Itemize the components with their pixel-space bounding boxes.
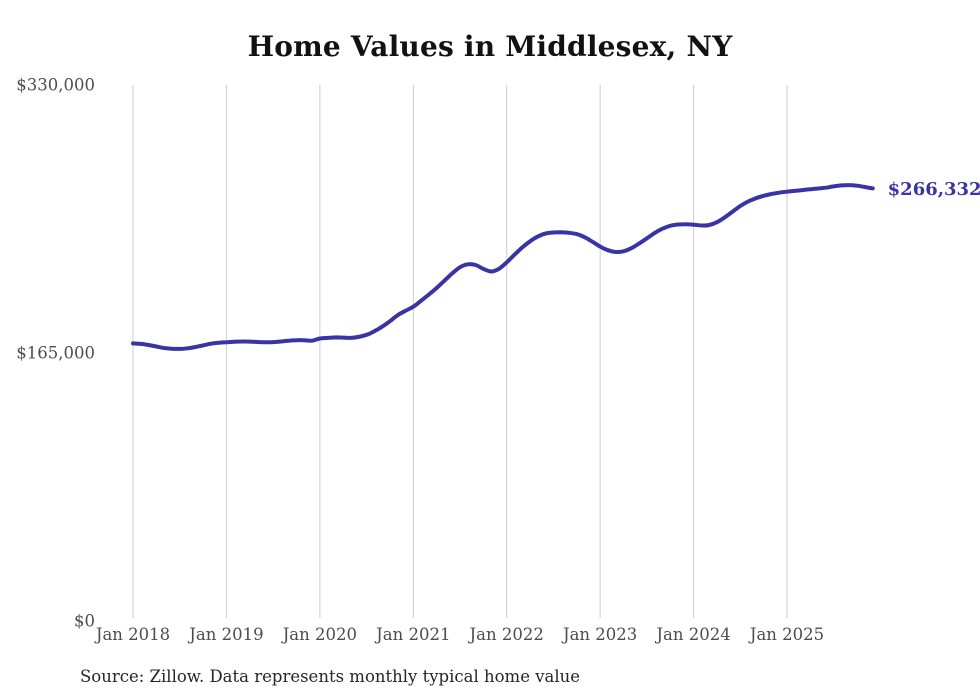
- x-axis-tick-label: Jan 2024: [654, 625, 730, 644]
- x-axis-tick-label: Jan 2018: [94, 625, 170, 644]
- source-note: Source: Zillow. Data represents monthly …: [80, 667, 581, 686]
- x-axis-tick-label: Jan 2020: [281, 625, 357, 644]
- x-axis-tick-label: Jan 2023: [561, 625, 637, 644]
- home-value-line-series: [131, 183, 875, 351]
- x-axis-tick-label: Jan 2025: [748, 625, 824, 644]
- y-axis-tick-label: $165,000: [16, 344, 95, 363]
- y-axis-tick-label: $330,000: [16, 76, 95, 95]
- x-axis-tick-label: Jan 2022: [468, 625, 544, 644]
- latest-value-label: $266,332: [888, 179, 980, 200]
- y-axis-tick-label: $0: [74, 612, 95, 631]
- x-axis-tick-label: Jan 2021: [374, 625, 450, 644]
- chart-title: Home Values in Middlesex, NY: [247, 30, 733, 63]
- x-axis-tick-label: Jan 2019: [187, 625, 263, 644]
